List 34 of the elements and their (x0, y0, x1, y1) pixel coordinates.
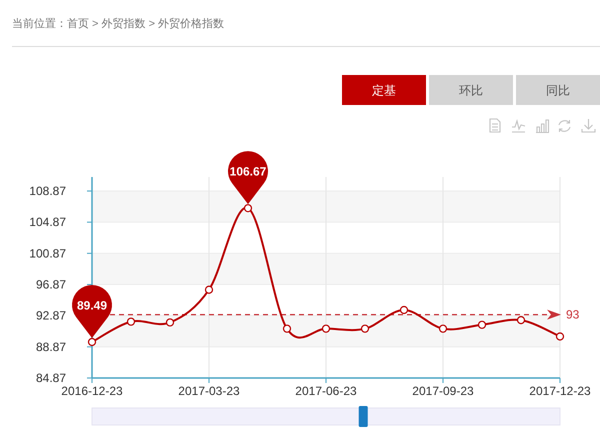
point (478, 320, 486, 329)
y-tick-label: 96.87 (36, 278, 66, 292)
point (360, 324, 370, 333)
button: 环比 (429, 75, 513, 105)
button: 同比 (516, 75, 600, 105)
x-tick-label: 2017-06-23 (295, 384, 358, 398)
data-label: 106.67 (230, 164, 267, 179)
x-tick-label: 2017-09-23 (412, 384, 474, 398)
breadcrumb: 当前位置：首页 > 外贸指数 > 外贸价格指数 (12, 18, 224, 30)
x-tick-label: 2016-12-23 (61, 384, 124, 398)
point (516, 316, 526, 324)
button: 定基 (342, 75, 426, 105)
y-tick-label: 88.87 (36, 340, 66, 354)
point (322, 324, 330, 333)
point (126, 318, 136, 326)
x-tick-label: 2017-03-23 (178, 384, 240, 398)
point (244, 204, 252, 212)
point (438, 324, 448, 333)
y-tick-label: 104.87 (29, 215, 66, 230)
data-label: 89.49 (76, 298, 108, 313)
y-tick-label: 84.87 (36, 371, 66, 385)
point (556, 332, 564, 341)
point (166, 318, 174, 327)
point (282, 324, 292, 333)
point (204, 286, 214, 294)
y-tick-label: 108.87 (29, 184, 66, 198)
x-tick-label: 2017-12-23 (529, 384, 592, 398)
value-label: 106.67 (228, 151, 268, 204)
ref-line-label: 93 (566, 308, 580, 322)
value-label: 89.49 (72, 285, 112, 338)
point (88, 338, 96, 346)
y-tick-label: 100.87 (29, 246, 66, 260)
y-tick-label: 92.87 (36, 308, 66, 323)
point (400, 306, 408, 314)
